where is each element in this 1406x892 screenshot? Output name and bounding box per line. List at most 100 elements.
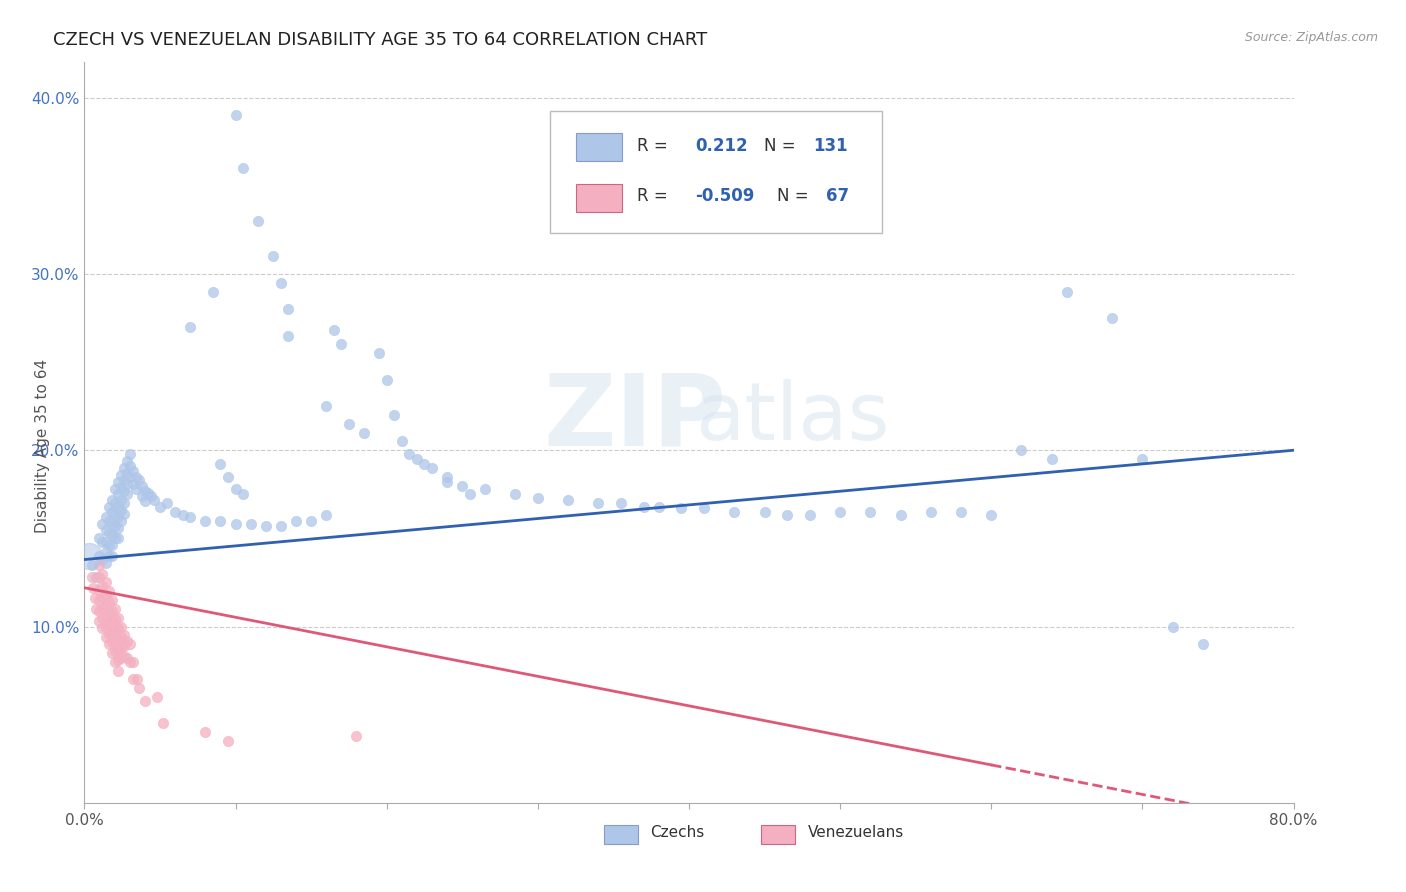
Point: [330, 337, 353, 351]
Point: [94, 630, 117, 644]
Point: [94, 556, 117, 570]
Point: [172, 508, 194, 523]
Point: [633, 500, 655, 514]
Point: [107, 510, 129, 524]
Point: [110, 492, 132, 507]
Point: [91, 600, 114, 615]
Point: [97, 615, 120, 630]
FancyBboxPatch shape: [605, 825, 638, 844]
FancyBboxPatch shape: [550, 111, 883, 233]
Point: [97, 595, 120, 609]
Point: [112, 628, 135, 642]
Point: [97, 526, 120, 541]
Text: ZIP: ZIP: [544, 369, 727, 467]
Point: [368, 346, 391, 360]
Point: [128, 681, 150, 696]
Point: [121, 464, 143, 478]
Point: [209, 458, 232, 472]
Point: [270, 519, 292, 533]
Point: [232, 487, 254, 501]
Point: [413, 458, 436, 472]
Point: [1130, 452, 1153, 467]
Point: [225, 108, 247, 122]
Point: [100, 528, 122, 542]
Point: [107, 610, 129, 624]
Point: [436, 475, 458, 489]
Point: [97, 606, 120, 620]
Point: [107, 532, 129, 546]
Point: [134, 483, 156, 498]
Text: Venezuelans: Venezuelans: [807, 825, 904, 840]
Point: [104, 602, 127, 616]
Point: [104, 519, 127, 533]
Text: 67: 67: [825, 187, 849, 205]
Point: [131, 478, 153, 492]
Point: [100, 604, 122, 618]
Point: [110, 467, 132, 482]
Point: [91, 590, 114, 604]
Point: [115, 633, 138, 648]
Text: -0.509: -0.509: [695, 187, 755, 205]
Point: [107, 621, 129, 635]
Point: [322, 323, 344, 337]
Point: [156, 496, 179, 510]
Point: [420, 461, 443, 475]
Point: [89, 558, 111, 572]
Point: [91, 552, 114, 566]
Text: Czechs: Czechs: [650, 825, 704, 840]
Point: [94, 545, 117, 559]
Point: [1192, 637, 1215, 651]
Point: [118, 447, 141, 461]
Point: [179, 510, 201, 524]
Point: [337, 417, 360, 431]
Point: [97, 514, 120, 528]
Point: [121, 476, 143, 491]
Point: [134, 693, 156, 707]
Point: [104, 623, 127, 637]
Text: N =: N =: [763, 136, 796, 155]
Point: [142, 492, 165, 507]
Point: [391, 434, 413, 449]
Point: [179, 319, 201, 334]
Point: [671, 501, 693, 516]
Point: [112, 483, 135, 498]
Point: [104, 612, 127, 626]
Point: [149, 500, 172, 514]
Point: [128, 473, 150, 487]
Point: [890, 508, 912, 523]
Point: [80, 558, 103, 572]
Point: [84, 591, 107, 606]
Point: [527, 491, 550, 505]
Point: [118, 655, 141, 669]
Point: [131, 489, 153, 503]
Point: [91, 517, 114, 532]
Point: [125, 482, 148, 496]
Point: [152, 716, 174, 731]
Point: [346, 729, 368, 743]
Point: [610, 496, 633, 510]
Point: [89, 570, 111, 584]
Point: [285, 514, 308, 528]
Point: [121, 673, 143, 687]
Point: [82, 581, 104, 595]
Point: [1161, 619, 1184, 633]
Point: [1011, 443, 1033, 458]
Point: [94, 609, 117, 624]
Text: 0.212: 0.212: [695, 136, 748, 155]
Point: [232, 161, 254, 176]
Point: [118, 469, 141, 483]
Point: [115, 466, 138, 480]
Point: [89, 532, 111, 546]
Point: [436, 469, 458, 483]
Point: [91, 579, 114, 593]
Point: [89, 582, 111, 597]
Point: [299, 514, 322, 528]
Point: [217, 734, 239, 748]
Point: [277, 328, 299, 343]
Point: [100, 635, 122, 649]
Point: [107, 521, 129, 535]
Point: [91, 535, 114, 549]
Point: [1040, 452, 1063, 467]
FancyBboxPatch shape: [762, 825, 796, 844]
Point: [110, 480, 132, 494]
